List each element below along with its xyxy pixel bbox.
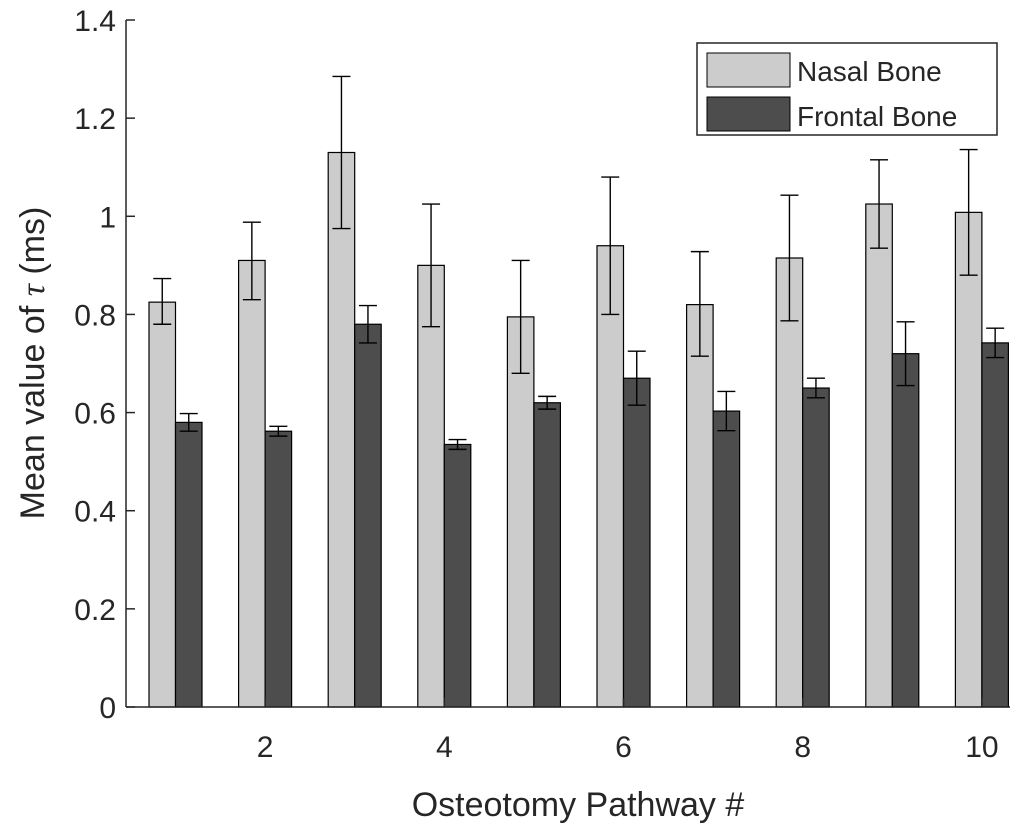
legend-label-frontal-bone: Frontal Bone [797, 101, 957, 132]
bar-frontal-bone-10 [982, 343, 1009, 707]
x-tick-label: 10 [965, 731, 998, 764]
y-tick-label: 1.2 [74, 103, 116, 136]
y-tick-label: 0.2 [74, 594, 116, 627]
bar-frontal-bone-9 [892, 354, 919, 707]
bar-nasal-bone-9 [866, 204, 893, 707]
legend-swatch-frontal-bone [707, 97, 790, 131]
y-tick-label: 0 [99, 692, 116, 725]
y-axis-label: Mean value of τ (ms) [14, 207, 52, 520]
bar-nasal-bone-1 [149, 302, 176, 707]
x-axis-label: Osteotomy Pathway # [412, 786, 745, 824]
bar-nasal-bone-3 [328, 152, 355, 707]
y-tick-label: 0.4 [74, 496, 116, 529]
bar-frontal-bone-5 [534, 403, 561, 707]
x-tick-label: 2 [257, 731, 274, 764]
x-tick-label: 8 [794, 731, 811, 764]
bar-frontal-bone-3 [355, 324, 382, 707]
bar-nasal-bone-5 [507, 317, 534, 707]
bar-frontal-bone-4 [444, 444, 471, 707]
legend-swatch-nasal-bone [707, 53, 790, 87]
y-axis-label-prefix: Mean value of [14, 296, 52, 519]
y-axis-label-suffix: (ms) [14, 207, 52, 284]
bar-nasal-bone-7 [687, 305, 714, 707]
bar-nasal-bone-4 [418, 265, 445, 707]
y-tick-label: 1.4 [74, 5, 116, 38]
bar-frontal-bone-7 [713, 411, 740, 707]
bar-frontal-bone-2 [265, 431, 292, 707]
x-tick-label: 6 [615, 731, 632, 764]
x-tick-label: 4 [436, 731, 453, 764]
y-tick-label: 0.8 [74, 299, 116, 332]
bar-nasal-bone-10 [955, 212, 982, 707]
bar-frontal-bone-1 [176, 422, 203, 707]
bar-nasal-bone-8 [776, 258, 803, 707]
bar-frontal-bone-8 [803, 388, 830, 707]
y-tick-label: 1 [99, 201, 116, 234]
bar-nasal-bone-2 [239, 260, 266, 707]
y-tick-label: 0.6 [74, 398, 116, 431]
legend-label-nasal-bone: Nasal Bone [797, 56, 942, 87]
bar-frontal-bone-6 [624, 378, 651, 707]
legend: Nasal Bone Frontal Bone [697, 43, 997, 135]
